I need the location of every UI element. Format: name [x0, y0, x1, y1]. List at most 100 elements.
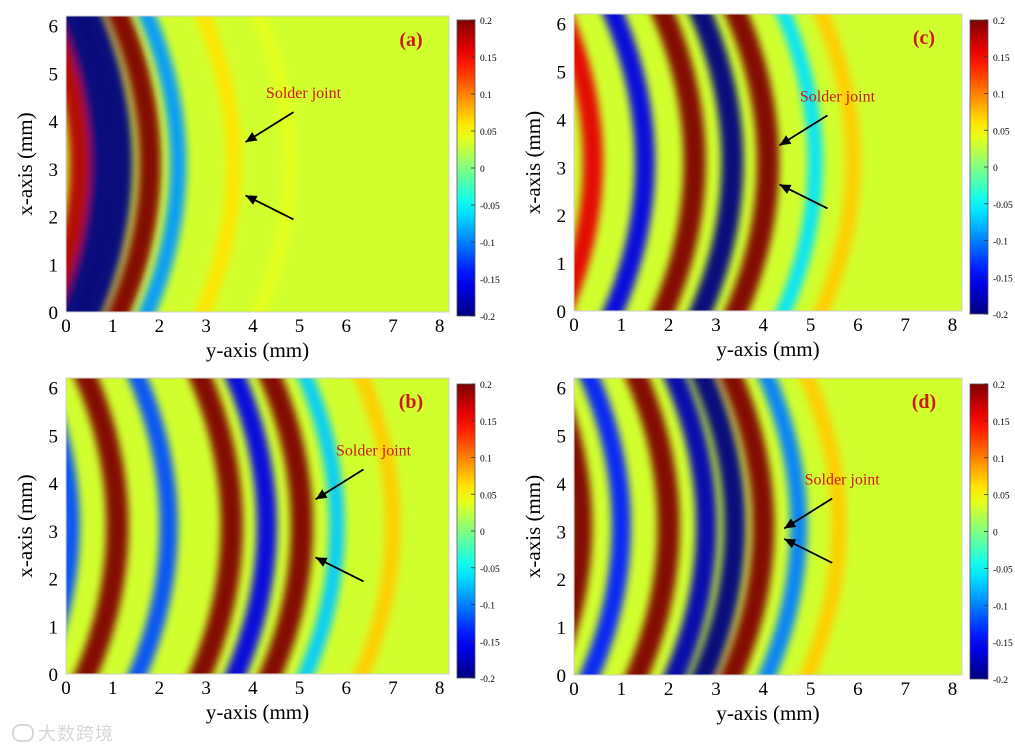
wavefront	[66, 16, 112, 312]
x-tick-label: 7	[900, 679, 910, 700]
watermark-text: 大数跨境	[38, 724, 114, 745]
x-tick-label: 6	[341, 678, 351, 699]
x-tick-label: 2	[664, 679, 674, 700]
panel-label: (b)	[399, 391, 423, 413]
wavefront	[775, 14, 823, 311]
wavefront	[127, 378, 178, 674]
colorbar-tick-label: -0.05	[993, 565, 1013, 575]
wavefront	[138, 16, 187, 312]
colorbar-tick-label: 0.15	[993, 54, 1010, 64]
heatmap-area	[66, 16, 449, 312]
x-tick-label: 8	[948, 315, 958, 336]
wavefront	[194, 16, 242, 312]
colorbar-tick-label: -0.15	[993, 639, 1013, 649]
wavefront	[188, 378, 243, 674]
y-tick-label: 3	[49, 522, 59, 543]
y-tick-label: 1	[557, 618, 567, 639]
colorbar-tick-label: -0.05	[480, 202, 500, 212]
x-tick-label: 1	[617, 679, 627, 700]
colorbar-tick-label: 0.05	[993, 492, 1010, 502]
arrow-lower-head	[784, 538, 797, 549]
x-tick-label: 7	[900, 315, 910, 336]
y-tick-label: 1	[49, 617, 59, 638]
colorbar-tick-label: 0.15	[993, 418, 1010, 428]
wavefront	[724, 14, 779, 311]
panel-label: (c)	[913, 27, 935, 49]
x-tick-label: 0	[569, 679, 579, 700]
wavefront	[224, 378, 277, 674]
wavefront	[574, 412, 592, 641]
wavefront-group	[66, 16, 298, 312]
x-tick-label: 2	[155, 678, 165, 699]
x-tick-label: 4	[248, 316, 258, 337]
x-axis-label: y-axis (mm)	[206, 700, 309, 724]
arrow-upper-head	[315, 489, 328, 500]
wavefront	[689, 14, 744, 311]
annotation-solder-joint: Solder joint	[805, 472, 881, 489]
wavefront	[258, 378, 313, 674]
colorbar-tick-label: 0	[480, 165, 485, 175]
colorbar-tick-label: 0.15	[480, 54, 497, 64]
x-tick-label: 3	[711, 315, 721, 336]
x-tick-label: 4	[248, 678, 258, 699]
wavefront	[651, 14, 706, 311]
heatmap-area	[574, 378, 962, 675]
x-tick-label: 1	[617, 315, 627, 336]
x-tick-label: 8	[948, 679, 958, 700]
wavefront	[66, 426, 80, 626]
annotation-solder-joint: Solder joint	[800, 88, 876, 105]
y-tick-label: 3	[49, 160, 59, 181]
heatmap-area	[574, 14, 962, 311]
y-tick-label: 0	[557, 666, 567, 687]
wavefront	[691, 378, 746, 675]
colorbar-tick-label: -0.2	[480, 313, 495, 323]
colorbar-tick-label: 0.2	[993, 17, 1005, 27]
colorbar-tick-label: 0.2	[993, 381, 1005, 391]
wavefront	[602, 14, 655, 311]
x-tick-label: 7	[388, 316, 398, 337]
x-axis-label: y-axis (mm)	[716, 337, 819, 361]
y-tick-label: 5	[49, 426, 59, 447]
panel-label: (d)	[912, 391, 936, 413]
plot-frame	[573, 377, 963, 676]
y-tick-label: 4	[557, 474, 567, 495]
plot-frame	[65, 15, 450, 313]
y-tick-label: 5	[557, 62, 567, 83]
y-tick-label: 2	[49, 570, 59, 591]
y-tick-label: 3	[557, 158, 567, 179]
y-tick-label: 0	[557, 302, 567, 323]
y-tick-label: 6	[49, 17, 59, 38]
y-tick-label: 4	[49, 112, 59, 133]
colorbar-tick-label: -0.1	[993, 238, 1008, 248]
arrow-upper-head	[245, 132, 258, 143]
y-tick-label: 2	[49, 208, 59, 229]
wavefront	[251, 16, 298, 312]
panel-c: 0 1 2 3 4 5 6 7 8 0 1 2 3 4 5 6 y-axis (mm) x-axis (mm) (c…	[521, 13, 1013, 361]
wavefront	[719, 378, 775, 675]
y-tick-label: 1	[49, 255, 59, 276]
watermark: 大数跨境	[12, 720, 114, 746]
y-tick-label: 0	[49, 303, 59, 324]
x-axis-label: y-axis (mm)	[716, 701, 819, 725]
colorbar-tick-label: 0.05	[993, 127, 1010, 137]
wavefront	[107, 16, 161, 312]
colorbar-tick-label: -0.15	[993, 274, 1013, 284]
y-tick-label: 6	[557, 379, 567, 400]
colorbar-tick-label: 0.05	[480, 491, 497, 501]
colorbar-tick-label: -0.05	[480, 565, 500, 575]
x-tick-label: 8	[435, 316, 445, 337]
arrow-lower-head	[315, 557, 328, 567]
wavefront	[297, 378, 345, 674]
colorbar-tick-label: -0.15	[480, 638, 500, 648]
x-tick-label: 7	[388, 678, 398, 699]
colorbar-tick-label: -0.2	[480, 675, 495, 685]
heatmap-area	[66, 378, 449, 674]
y-axis-label: x-axis (mm)	[521, 475, 545, 578]
x-tick-label: 5	[295, 316, 305, 337]
x-tick-label: 6	[853, 315, 863, 336]
x-tick-label: 2	[155, 316, 165, 337]
colorbar-tick-label: -0.05	[993, 201, 1013, 211]
plot-frame	[573, 13, 963, 312]
wavefront	[66, 30, 91, 298]
x-tick-label: 1	[108, 678, 118, 699]
